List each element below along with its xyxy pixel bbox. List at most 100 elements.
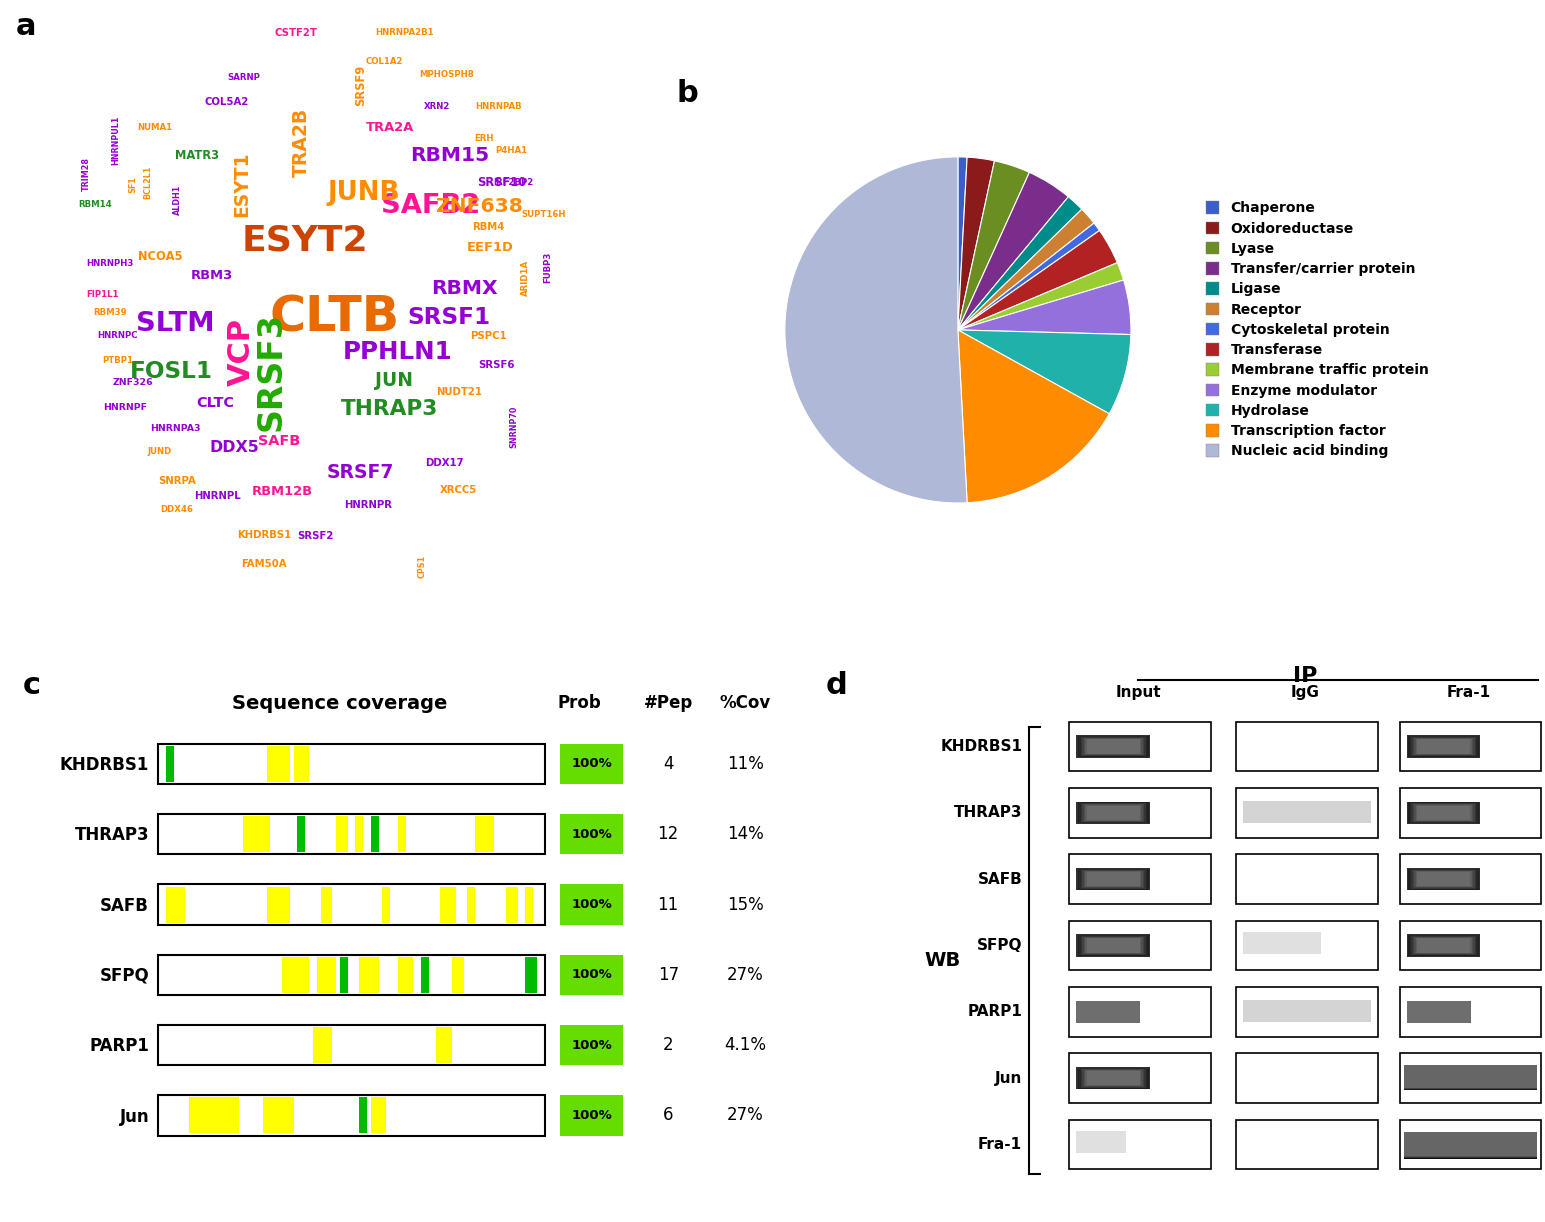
Text: CPS1: CPS1 [417,555,426,578]
Bar [1400,1053,1542,1102]
Bar [1083,937,1143,953]
Text: SNRNP70: SNRNP70 [510,406,518,447]
Bar [1082,936,1146,954]
Bar [1414,738,1474,755]
Bar [1404,1133,1537,1157]
Bar [158,954,544,995]
Text: EEF1D: EEF1D [467,241,513,254]
Text: SRSF9: SRSF9 [354,65,366,106]
Text: RBM15: RBM15 [409,145,488,165]
Bar [1236,987,1378,1036]
Text: PPHLN1: PPHLN1 [343,340,453,364]
Text: DDX17: DDX17 [425,458,464,468]
Bar [1080,737,1148,756]
Bar [525,957,538,992]
Wedge shape [958,161,1029,330]
Text: HNRNPUL1: HNRNPUL1 [111,116,121,165]
Text: TRA2A: TRA2A [366,121,414,134]
Bar [1407,1001,1471,1023]
Bar [399,816,405,852]
Bar [559,1025,624,1066]
Bar [1415,871,1472,887]
Wedge shape [958,156,967,330]
Bar [451,957,464,992]
Text: c: c [23,671,42,700]
Bar [1236,722,1378,771]
Bar [1404,1134,1537,1158]
Wedge shape [958,263,1123,330]
Bar [1411,737,1475,756]
Bar [1077,802,1149,824]
Bar [1077,1132,1126,1154]
Text: 27%: 27% [728,1106,763,1124]
Text: SAFB: SAFB [258,434,300,448]
Text: HNRNPH3: HNRNPH3 [87,259,134,268]
Bar [294,745,309,782]
Bar [1083,804,1143,821]
Bar [1077,1001,1140,1023]
Wedge shape [958,209,1094,330]
Bar [1083,871,1143,887]
Bar [1404,1066,1537,1088]
Text: Jun: Jun [995,1070,1023,1085]
Text: Fra-1: Fra-1 [978,1136,1023,1152]
Text: HNRNPF: HNRNPF [104,403,147,412]
Text: JUND: JUND [148,447,171,457]
Bar [297,816,306,852]
Text: SNRPA: SNRPA [158,477,196,486]
Bar [1244,932,1321,954]
Text: 100%: 100% [572,758,612,771]
Text: JUNB: JUNB [328,181,400,207]
Bar [1415,738,1472,754]
Bar [158,1025,544,1066]
Bar [1400,1119,1542,1169]
Bar [1415,937,1472,953]
Bar [1411,803,1475,822]
Legend: Chaperone, Oxidoreductase, Lyase, Transfer/carrier protein, Ligase, Receptor, Cy: Chaperone, Oxidoreductase, Lyase, Transf… [1202,199,1431,461]
Text: ESYT1: ESYT1 [232,152,252,216]
Bar [1085,937,1142,953]
Text: SRSF6: SRSF6 [477,360,514,370]
Text: HNRNPR: HNRNPR [345,500,392,510]
Bar [1082,936,1145,954]
Bar [1412,870,1474,888]
Bar [1236,920,1378,970]
Bar [1409,736,1479,756]
Bar [1417,805,1471,820]
Bar [1407,1001,1471,1023]
Bar [399,957,413,992]
Bar [1082,803,1146,822]
Bar [1409,802,1479,824]
Text: 12: 12 [658,825,678,843]
Text: NCOA5: NCOA5 [138,251,182,264]
Text: NUDT21: NUDT21 [436,387,482,397]
Bar [1412,738,1474,755]
Text: ALDH1: ALDH1 [173,185,182,215]
Bar [1400,854,1542,904]
Text: XRN2: XRN2 [423,101,450,111]
Bar [467,886,476,923]
Bar [1083,1069,1143,1086]
Bar [1080,869,1148,890]
Text: RBM4: RBM4 [473,222,505,232]
Bar [1086,938,1140,953]
Bar [436,1026,451,1063]
Bar [1077,1001,1140,1023]
Bar [1407,868,1480,891]
Bar [1404,1132,1537,1157]
Bar [1415,805,1472,820]
Bar [476,816,494,852]
Wedge shape [958,158,995,330]
Bar [1086,739,1140,754]
Text: Input: Input [1115,686,1162,700]
Bar [1083,738,1143,755]
Bar [158,1095,544,1135]
Text: DDX5: DDX5 [209,440,260,455]
Text: KHDRBS1: KHDRBS1 [60,756,148,775]
Bar [1080,935,1148,956]
Bar [1404,1067,1537,1089]
Bar [1077,935,1149,957]
Bar [1077,868,1149,891]
Bar [1409,935,1477,956]
Bar [1077,1001,1140,1023]
